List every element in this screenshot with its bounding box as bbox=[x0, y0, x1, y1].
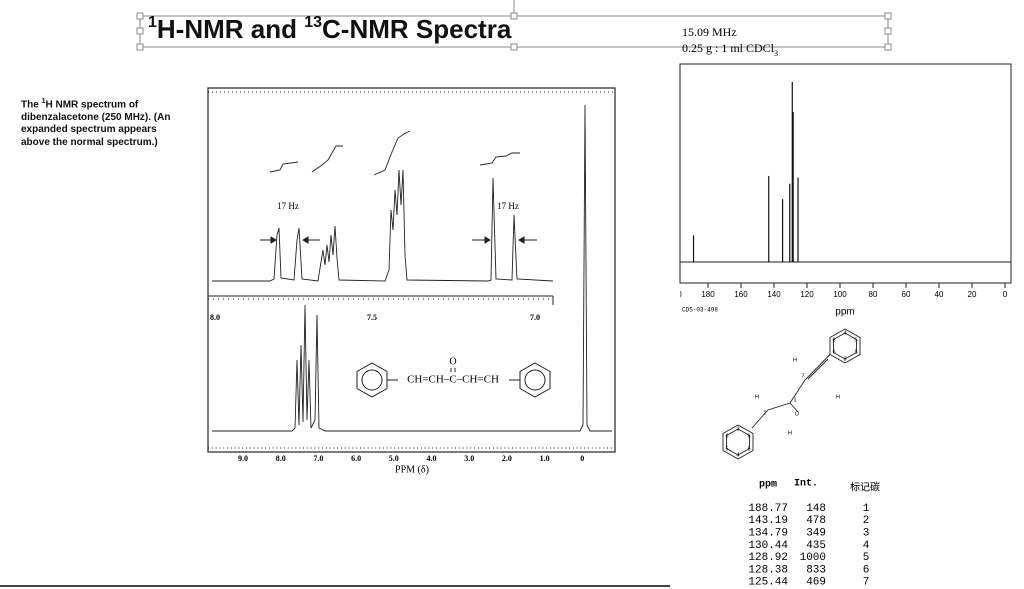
atom-label: 6 bbox=[832, 349, 835, 355]
sample-text: 0.25 g : 1 ml CDCl bbox=[682, 41, 775, 55]
structure-oxygen: O bbox=[449, 356, 456, 367]
caption-sup: 1 bbox=[41, 98, 46, 105]
table-cell: 349 bbox=[806, 528, 826, 540]
inset-tick-label: 7.0 bbox=[530, 313, 540, 322]
table-cell: 4 bbox=[863, 540, 870, 552]
x-tick-label: 60 bbox=[902, 290, 911, 299]
inset-tick-label: 8.0 bbox=[210, 313, 220, 322]
x-tick-label: 4.0 bbox=[427, 454, 437, 463]
x-tick-label: 80 bbox=[869, 290, 878, 299]
x-tick-label: 100 bbox=[833, 290, 847, 299]
x-tick-label: 20 bbox=[968, 290, 977, 299]
atom-label: H bbox=[788, 430, 792, 436]
atom-label: 3 bbox=[843, 356, 846, 362]
x-tick-label: 200 bbox=[668, 290, 682, 299]
atom-label: 3 bbox=[736, 426, 739, 432]
table-header: Int. bbox=[794, 479, 818, 490]
x-tick-label: 0 bbox=[580, 454, 584, 463]
x-tick-label: 40 bbox=[935, 290, 944, 299]
atom-label: 6 bbox=[725, 433, 728, 439]
table-cell: 128.92 bbox=[748, 552, 788, 564]
atom-label: 5 bbox=[747, 446, 750, 452]
title-text: C-NMR Spectra bbox=[322, 14, 512, 44]
x-tick-label: 180 bbox=[701, 290, 715, 299]
title-frame bbox=[136, 0, 892, 51]
table-header: ppm bbox=[759, 480, 777, 491]
table-cell: 3 bbox=[863, 528, 870, 540]
table-cell: 435 bbox=[806, 540, 826, 552]
structure-chain: CH=CH–C–CH=CH bbox=[407, 374, 499, 386]
table-cell: 143.19 bbox=[748, 515, 788, 527]
x-tick-label: 7.0 bbox=[313, 454, 323, 463]
sample: 0.25 g : 1 ml CDCl3 bbox=[682, 41, 778, 58]
c-axis: 200 180 160 140 120 100 80 60 40 20 0 bbox=[668, 283, 1008, 299]
atom-label: H bbox=[755, 394, 759, 400]
spectrum-code: CDS-03-498 bbox=[682, 307, 718, 314]
x-tick-label: 120 bbox=[800, 290, 814, 299]
x-axis-label: PPM (δ) bbox=[395, 464, 429, 475]
atom-label: 5 bbox=[854, 349, 857, 355]
atom-label: O bbox=[795, 411, 800, 417]
atom-label: H bbox=[793, 357, 797, 363]
caption-text: The bbox=[21, 99, 42, 111]
coupling-label: 17 Hz bbox=[497, 201, 519, 211]
table-cell: 6 bbox=[863, 564, 870, 576]
table-header: 标记碳 bbox=[850, 481, 880, 494]
x-tick-label: 160 bbox=[734, 290, 748, 299]
table-cell: 128.38 bbox=[748, 564, 788, 576]
title-sup: 13 bbox=[304, 14, 322, 31]
atom-label: 4 bbox=[843, 330, 846, 336]
table-cell: 478 bbox=[806, 515, 826, 527]
x-tick-label: 9.0 bbox=[238, 454, 248, 463]
x-tick-label: 6.0 bbox=[351, 454, 361, 463]
atom-label: 5 bbox=[854, 337, 857, 343]
x-tick-label: 1.0 bbox=[540, 454, 550, 463]
table-cell: 188.77 bbox=[748, 503, 788, 515]
h-spectrum bbox=[207, 87, 616, 453]
coupling-label: 17 Hz bbox=[277, 201, 299, 211]
title: 1H-NMR and 13C-NMR Spectra bbox=[148, 14, 512, 44]
x-axis-label: ppm bbox=[835, 307, 854, 318]
table-cell: 469 bbox=[806, 577, 826, 589]
caption-text: H NMR spectrum of dibenzalacetone (250 M… bbox=[21, 99, 171, 148]
atom-label: H bbox=[836, 394, 840, 400]
title-sup: 1 bbox=[148, 14, 157, 31]
title-text: H-NMR and bbox=[157, 14, 304, 44]
table-cell: 833 bbox=[806, 564, 826, 576]
x-tick-label: 8.0 bbox=[276, 454, 286, 463]
x-tick-label: 5.0 bbox=[389, 454, 399, 463]
atom-label: 2 bbox=[763, 410, 766, 416]
atom-label: 7 bbox=[801, 373, 804, 379]
table-cell: 1 bbox=[863, 503, 870, 515]
table-cell: 2 bbox=[863, 515, 870, 527]
table-cell: 5 bbox=[863, 552, 870, 564]
table-cell: 130.44 bbox=[748, 540, 788, 552]
frequency: 15.09 MHz bbox=[682, 25, 737, 39]
x-tick-label: 140 bbox=[767, 290, 781, 299]
atom-label: 1 bbox=[793, 397, 796, 403]
x-tick-label: 2.0 bbox=[502, 454, 512, 463]
x-tick-label: 0 bbox=[1003, 290, 1008, 299]
molecule bbox=[722, 328, 861, 460]
c-spectrum bbox=[679, 63, 1012, 284]
table-cell: 7 bbox=[863, 577, 870, 589]
sample-sub: 3 bbox=[774, 49, 778, 58]
x-tick-label: 3.0 bbox=[464, 454, 474, 463]
atom-label: 5 bbox=[725, 446, 728, 452]
atom-label: 6 bbox=[832, 337, 835, 343]
caption: The 1H NMR spectrum of dibenzalacetone (… bbox=[21, 96, 171, 149]
table-cell: 134.79 bbox=[748, 528, 788, 540]
table-cell: 125.44 bbox=[748, 577, 788, 589]
table-cell: 148 bbox=[806, 503, 826, 515]
table-cell: 1000 bbox=[800, 552, 826, 564]
atom-label: 6 bbox=[747, 433, 750, 439]
inset-tick-label: 7.5 bbox=[367, 313, 377, 322]
atom-label: 4 bbox=[736, 452, 739, 458]
